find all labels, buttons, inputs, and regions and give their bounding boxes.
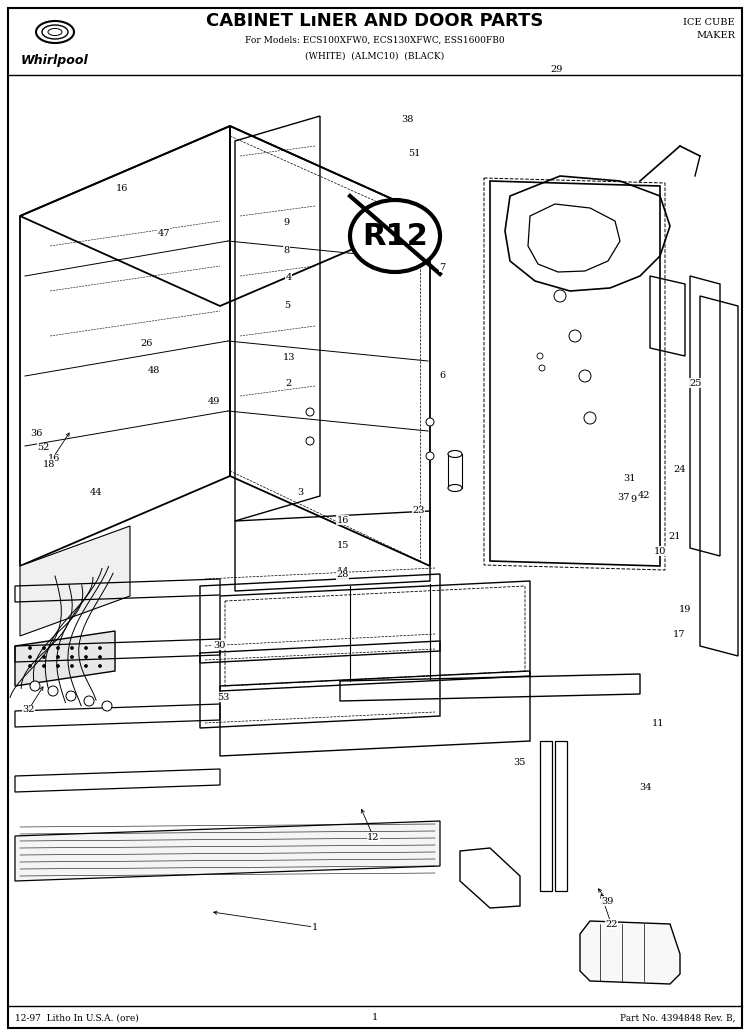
Text: 12-97  Litho In U.S.A. (ore): 12-97 Litho In U.S.A. (ore) <box>15 1013 139 1023</box>
Circle shape <box>66 691 76 701</box>
Circle shape <box>43 656 46 659</box>
Text: 31: 31 <box>624 474 636 483</box>
Text: 14: 14 <box>337 568 349 576</box>
Text: 11: 11 <box>652 719 664 727</box>
Text: 52: 52 <box>38 443 50 452</box>
Circle shape <box>70 646 74 650</box>
Circle shape <box>28 646 32 650</box>
Text: 4: 4 <box>286 274 292 282</box>
Text: 34: 34 <box>639 783 651 792</box>
Text: 18: 18 <box>43 460 55 468</box>
Polygon shape <box>20 526 130 636</box>
Text: 30: 30 <box>213 641 225 650</box>
Polygon shape <box>15 821 440 881</box>
Text: 44: 44 <box>90 488 102 496</box>
Text: 12: 12 <box>368 833 380 841</box>
Circle shape <box>569 330 581 342</box>
Text: 1: 1 <box>372 1013 378 1023</box>
Text: 48: 48 <box>148 367 160 375</box>
Circle shape <box>306 408 314 416</box>
Circle shape <box>56 656 59 659</box>
Text: 16: 16 <box>48 455 60 463</box>
Circle shape <box>102 701 112 711</box>
Text: 35: 35 <box>513 758 525 767</box>
Circle shape <box>85 646 88 650</box>
Circle shape <box>306 437 314 445</box>
Circle shape <box>85 664 88 667</box>
Text: 5: 5 <box>284 301 290 310</box>
Text: 22: 22 <box>605 920 617 928</box>
Circle shape <box>70 656 74 659</box>
Ellipse shape <box>448 451 462 458</box>
Polygon shape <box>15 631 115 686</box>
Text: 9: 9 <box>284 219 290 227</box>
Circle shape <box>43 646 46 650</box>
Circle shape <box>98 656 101 659</box>
Text: 26: 26 <box>140 340 152 348</box>
Text: 16: 16 <box>337 516 349 524</box>
Text: Whirlpool: Whirlpool <box>21 54 89 67</box>
Circle shape <box>579 370 591 382</box>
Text: 8: 8 <box>284 247 290 255</box>
Text: 49: 49 <box>208 398 220 406</box>
Text: 39: 39 <box>602 897 613 905</box>
Text: 7: 7 <box>440 263 446 271</box>
Text: 42: 42 <box>638 491 650 499</box>
Text: 28: 28 <box>337 571 349 579</box>
Text: 16: 16 <box>116 184 128 193</box>
Text: 19: 19 <box>679 605 691 613</box>
Circle shape <box>48 686 58 696</box>
Circle shape <box>28 664 32 667</box>
Text: 9: 9 <box>631 495 637 503</box>
Text: 36: 36 <box>30 429 42 437</box>
Text: 13: 13 <box>283 353 295 362</box>
Text: ICE CUBE
MAKER: ICE CUBE MAKER <box>683 18 735 39</box>
Circle shape <box>537 353 543 359</box>
Ellipse shape <box>48 29 62 35</box>
Circle shape <box>85 656 88 659</box>
Text: 23: 23 <box>413 507 424 515</box>
Circle shape <box>28 656 32 659</box>
Circle shape <box>56 664 59 667</box>
Text: 29: 29 <box>550 65 562 74</box>
Text: 21: 21 <box>669 533 681 541</box>
Text: Part No. 4394848 Rev. B,: Part No. 4394848 Rev. B, <box>620 1013 735 1023</box>
Text: 24: 24 <box>674 465 686 473</box>
Circle shape <box>539 365 545 371</box>
Polygon shape <box>580 921 680 984</box>
Ellipse shape <box>42 25 68 39</box>
Text: 53: 53 <box>217 693 229 701</box>
Ellipse shape <box>36 21 74 44</box>
Text: 37: 37 <box>618 493 630 501</box>
Circle shape <box>426 418 434 426</box>
Circle shape <box>98 664 101 667</box>
Text: 17: 17 <box>673 630 685 638</box>
Circle shape <box>56 646 59 650</box>
Circle shape <box>554 290 566 303</box>
Text: 15: 15 <box>337 542 349 550</box>
Text: 2: 2 <box>286 379 292 387</box>
Text: R12: R12 <box>362 222 428 251</box>
Circle shape <box>70 664 74 667</box>
Text: 10: 10 <box>654 547 666 555</box>
Circle shape <box>84 696 94 706</box>
Circle shape <box>426 452 434 460</box>
Text: CABINET LıNER AND DOOR PARTS: CABINET LıNER AND DOOR PARTS <box>206 12 544 30</box>
Circle shape <box>30 681 40 691</box>
Text: 6: 6 <box>440 371 446 379</box>
Text: 3: 3 <box>297 488 303 496</box>
Text: 1: 1 <box>312 923 318 931</box>
Circle shape <box>584 412 596 424</box>
Ellipse shape <box>448 485 462 491</box>
Text: 38: 38 <box>401 115 413 123</box>
Text: 51: 51 <box>409 149 421 157</box>
Circle shape <box>98 646 101 650</box>
Text: For Models: ECS100XFW0, ECS130XFWC, ESS1600FB0: For Models: ECS100XFW0, ECS130XFWC, ESS1… <box>245 36 505 45</box>
Ellipse shape <box>350 200 440 272</box>
Text: 47: 47 <box>158 229 170 237</box>
Circle shape <box>43 664 46 667</box>
Text: 25: 25 <box>690 379 702 387</box>
Text: (WHITE)  (ALMC10)  (BLACK): (WHITE) (ALMC10) (BLACK) <box>305 52 445 61</box>
Text: 32: 32 <box>22 706 34 714</box>
